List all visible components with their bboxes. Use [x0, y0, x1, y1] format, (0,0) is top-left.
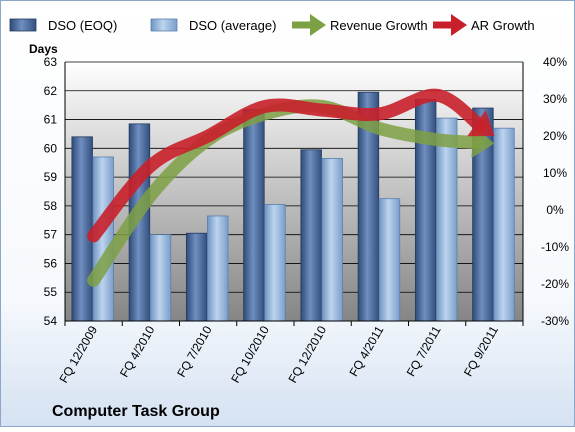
y-right-tick-label: 0%: [546, 203, 564, 217]
legend-item: DSO (average): [150, 18, 276, 33]
bar-dso-average: [493, 127, 515, 322]
y-left-tick-label: 62: [44, 84, 58, 98]
y-left-tick-label: 60: [44, 141, 58, 155]
bar-dso-average: [321, 158, 343, 322]
y-right-tick-label: 10%: [543, 166, 567, 180]
bar-dso-average: [435, 117, 458, 322]
bar-dso-average: [264, 204, 286, 322]
y-left-tick-label: 61: [44, 113, 58, 127]
legend-label: DSO (EOQ): [48, 18, 117, 33]
y-left-tick-label: 56: [44, 256, 58, 270]
legend-swatch-arrowhead: [451, 14, 467, 36]
legend: DSO (EOQ) DSO (average) Revenue Growth AR G…: [9, 14, 535, 36]
y-left-tick-label: 57: [44, 228, 58, 242]
chart-title: Computer Task Group: [52, 403, 220, 420]
growth-lines: [87, 88, 495, 287]
y-left-tick-label: 54: [44, 314, 58, 328]
legend-swatch: [9, 18, 37, 32]
legend-label: Revenue Growth: [330, 18, 428, 33]
legend-item: DSO (EOQ): [9, 18, 117, 33]
ar-growth-arrowhead: [467, 110, 495, 137]
legend-item: AR Growth: [433, 14, 535, 36]
bar-dso-average: [206, 215, 229, 322]
axes: [64, 62, 524, 326]
y-right-tick-labels: -30% -20% -10% 0% 10% 20% 30% 40%: [541, 55, 569, 328]
y-left-tick-labels: 54 55 56 57 58 59 60 61 62 63: [44, 55, 58, 328]
y-left-tick-label: 63: [44, 55, 58, 69]
y-right-tick-label: 30%: [543, 92, 567, 106]
bar-dso-average: [378, 198, 401, 322]
y-left-axis-label: Days: [29, 42, 58, 56]
ar-growth-line: [87, 88, 487, 243]
bar-dso-average: [149, 234, 172, 322]
y-left-tick-label: 59: [44, 170, 58, 184]
y-right-tick-label: -30%: [541, 314, 569, 328]
y-right-tick-label: 20%: [543, 129, 567, 143]
bar-dso-eoq: [300, 149, 322, 322]
bar-dso-eoq: [185, 232, 208, 322]
bar-dso-eoq: [243, 109, 265, 322]
legend-swatch: [150, 18, 178, 32]
y-right-tick-label: 40%: [543, 55, 567, 69]
legend-label: DSO (average): [189, 18, 276, 33]
legend-label: AR Growth: [471, 18, 535, 33]
y-right-tick-label: -20%: [541, 277, 569, 291]
y-right-tick-label: -10%: [541, 240, 569, 254]
y-left-tick-label: 58: [44, 199, 58, 213]
legend-item: Revenue Growth: [292, 14, 428, 36]
bar-dso-eoq: [71, 136, 93, 322]
y-left-tick-label: 55: [44, 285, 58, 299]
legend-swatch-arrowhead: [310, 14, 326, 36]
